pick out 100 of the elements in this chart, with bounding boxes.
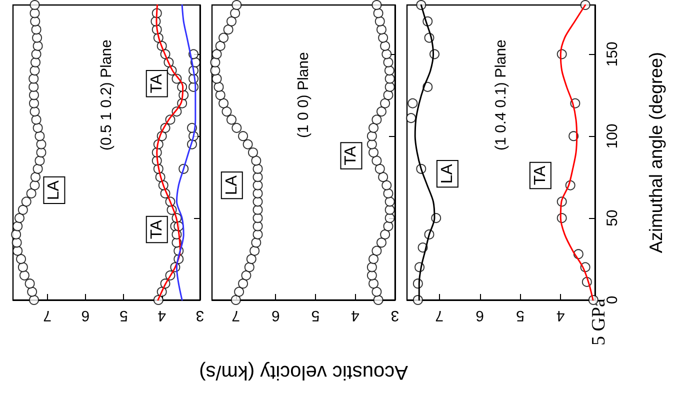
point [376,24,386,35]
point [32,40,43,51]
point [226,16,236,26]
point [368,254,379,264]
point [252,229,263,240]
annotation: LA [46,180,63,200]
x-tick-label: 6 [476,307,484,324]
point [368,122,379,133]
point [383,188,394,198]
point [251,156,262,166]
point [32,164,43,174]
point [252,221,263,232]
point [29,295,39,305]
point [31,24,42,35]
point [383,57,394,68]
point [406,113,416,124]
point [252,172,263,182]
point [383,90,394,100]
point [30,0,40,10]
point [223,24,234,35]
point [380,40,390,51]
point [248,148,258,158]
point [368,148,379,158]
point [11,229,22,240]
point [372,286,382,297]
point [212,49,222,60]
point [30,57,41,68]
point [218,98,229,108]
x-tick-label: 4 [158,307,166,324]
annotation: TA [148,74,166,94]
point [210,57,220,68]
point [246,254,256,264]
point [232,0,242,10]
annotation: (1 0.4 0.1) Plane [492,40,510,150]
point [372,114,382,125]
x-tick-label: 7 [435,307,444,324]
point [408,98,418,108]
point [230,295,241,305]
point [21,196,32,207]
annotation: (0.5 1 0.2) Plane [98,40,115,150]
point [376,238,386,248]
point [378,172,388,182]
x-tick-label: 3 [390,307,400,324]
point [12,221,23,232]
point [384,196,395,207]
point [380,98,390,108]
x-tick-label: 6 [81,307,90,324]
point [30,66,40,76]
point [36,139,46,150]
point [18,262,28,272]
point [34,131,45,142]
point [232,122,242,133]
y-tick-label: 150 [604,42,621,67]
point [250,246,260,256]
point [12,246,23,256]
point [238,278,248,289]
point [368,278,379,289]
point [30,172,41,182]
point [244,262,254,272]
point [34,156,45,166]
annotation: TA [148,220,166,240]
point [384,82,395,92]
point [382,180,392,190]
point [234,286,244,297]
point [32,32,42,43]
point [27,286,38,297]
point [378,32,388,43]
y-tick-label: 100 [604,124,621,149]
point [230,8,240,18]
point [19,270,30,280]
point [241,270,252,280]
point [215,40,226,51]
point [18,204,28,215]
point [210,66,220,76]
point [30,16,40,26]
y-axis-title: Azimuthal angle (degree) [646,52,666,254]
point [252,213,263,224]
point [251,238,262,248]
point [28,74,39,84]
point [238,131,248,142]
point [14,213,24,224]
point [16,254,26,264]
point [252,180,263,190]
point [36,148,46,158]
point [252,188,263,198]
x-tick-label: 5 [516,307,524,324]
point [31,49,42,60]
point [376,106,386,117]
annotation: TA [342,146,360,166]
point [366,262,377,272]
x-tick-label: 6 [271,307,280,324]
annotation: LA [223,175,240,196]
point [373,295,384,305]
x-tick-label: 5 [120,307,128,324]
x-tick-label: 4 [351,307,360,324]
point [30,180,40,190]
point [372,246,382,256]
annotation: TA [532,165,549,186]
point [383,221,394,232]
point [372,0,382,10]
